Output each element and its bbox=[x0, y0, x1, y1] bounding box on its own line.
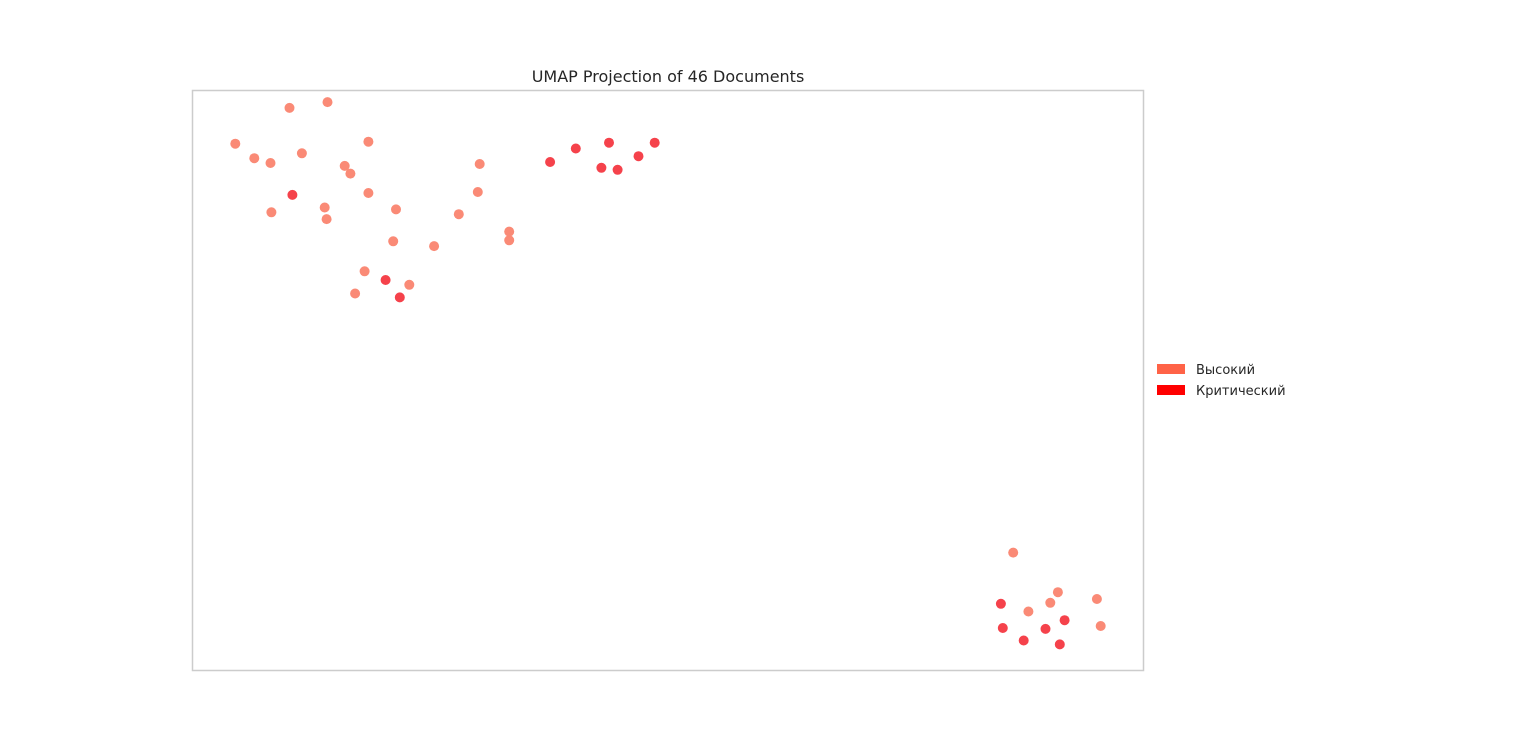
data-point-kriticheskiy-13 bbox=[1018, 635, 1029, 646]
data-point-kriticheskiy-2 bbox=[380, 275, 391, 285]
data-point-vysokiy-17 bbox=[453, 209, 464, 220]
data-point-vysokiy-8 bbox=[345, 168, 356, 179]
data-point-kriticheskiy-8 bbox=[612, 164, 623, 175]
data-point-vysokiy-1 bbox=[230, 138, 241, 149]
data-point-vysokiy-11 bbox=[319, 202, 330, 213]
legend-swatch-vysokiy bbox=[1157, 364, 1185, 374]
legend: Высокий Критический bbox=[1157, 363, 1286, 399]
data-point-vysokiy-24 bbox=[350, 288, 361, 299]
data-point-vysokiy-14 bbox=[391, 204, 401, 215]
data-point-vysokiy-5 bbox=[265, 158, 276, 168]
data-point-kriticheskiy-15 bbox=[1059, 615, 1070, 626]
legend-label-kriticheskiy: Критический bbox=[1196, 384, 1286, 399]
data-point-vysokiy-6 bbox=[296, 148, 307, 159]
chart-title: UMAP Projection of 46 Documents bbox=[532, 67, 805, 86]
data-point-kriticheskiy-11 bbox=[995, 598, 1006, 609]
plot-area-frame bbox=[191, 89, 1145, 672]
data-point-vysokiy-12 bbox=[321, 214, 332, 225]
data-point-kriticheskiy-9 bbox=[633, 151, 644, 162]
data-point-vysokiy-26 bbox=[1052, 587, 1063, 598]
data-point-kriticheskiy-16 bbox=[1054, 639, 1065, 650]
data-point-vysokiy-10 bbox=[266, 207, 277, 218]
data-point-vysokiy-15 bbox=[474, 159, 485, 169]
data-point-vysokiy-19 bbox=[504, 235, 515, 246]
data-point-vysokiy-20 bbox=[388, 236, 399, 247]
data-point-vysokiy-3 bbox=[322, 97, 333, 108]
data-point-kriticheskiy-5 bbox=[570, 143, 581, 154]
data-point-kriticheskiy-4 bbox=[545, 157, 556, 167]
data-point-kriticheskiy-14 bbox=[1040, 623, 1051, 634]
data-point-kriticheskiy-10 bbox=[649, 137, 660, 148]
data-point-vysokiy-16 bbox=[472, 187, 483, 197]
data-point-vysokiy-23 bbox=[404, 279, 415, 290]
data-points-group bbox=[230, 97, 1106, 650]
data-point-vysokiy-28 bbox=[1023, 606, 1034, 617]
data-point-vysokiy-4 bbox=[249, 153, 260, 164]
data-point-vysokiy-18 bbox=[504, 226, 515, 237]
data-point-vysokiy-27 bbox=[1045, 597, 1056, 608]
data-point-vysokiy-9 bbox=[363, 136, 374, 147]
legend-swatch-kriticheskiy bbox=[1157, 385, 1185, 395]
data-point-vysokiy-2 bbox=[284, 102, 295, 113]
data-point-kriticheskiy-12 bbox=[997, 623, 1008, 633]
data-point-vysokiy-29 bbox=[1091, 594, 1102, 604]
data-point-vysokiy-22 bbox=[359, 266, 370, 277]
data-point-vysokiy-13 bbox=[363, 188, 374, 198]
data-point-vysokiy-21 bbox=[429, 241, 440, 252]
legend-label-vysokiy: Высокий bbox=[1196, 363, 1255, 378]
data-point-kriticheskiy-7 bbox=[604, 137, 614, 148]
data-point-kriticheskiy-1 bbox=[287, 189, 298, 200]
data-point-kriticheskiy-6 bbox=[596, 162, 607, 173]
data-point-vysokiy-30 bbox=[1095, 621, 1106, 631]
data-point-kriticheskiy-3 bbox=[394, 292, 405, 303]
data-point-vysokiy-25 bbox=[1008, 547, 1019, 558]
data-point-vysokiy-7 bbox=[339, 160, 350, 171]
